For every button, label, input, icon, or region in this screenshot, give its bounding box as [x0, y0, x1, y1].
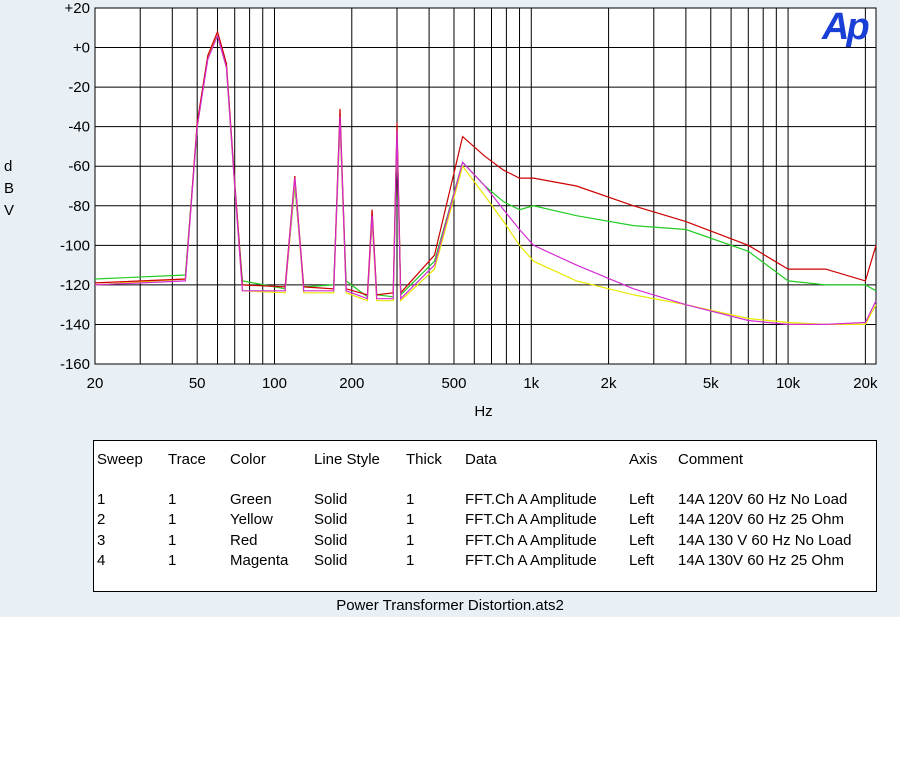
fft-chart: +20 +0 -20 -40 -60 -80 -100 -120 -140 -160 20 50 100… — [4, 0, 878, 420]
y-tick-label: -120 — [60, 277, 90, 294]
cell-sweep: 3 — [97, 532, 106, 549]
cell-color: Green — [230, 491, 272, 508]
x-tick-label: 5k — [703, 375, 719, 392]
header-axis: Axis — [629, 451, 658, 468]
header-data: Data — [465, 451, 497, 468]
x-axis-label: Hz — [474, 403, 492, 420]
x-tick-label: 200 — [339, 375, 364, 392]
header-color: Color — [230, 451, 266, 468]
cell-sweep: 2 — [97, 511, 106, 528]
cell-trace: 1 — [168, 552, 177, 569]
cell-line-style: Solid — [314, 511, 348, 528]
cell-axis: Left — [629, 511, 655, 528]
x-tick-label: 2k — [601, 375, 617, 392]
cell-color: Yellow — [230, 511, 273, 528]
legend-row[interactable]: 1 1 Green Solid 1 FFT.Ch A Amplitude Lef… — [94, 491, 876, 511]
cell-thick: 1 — [406, 552, 415, 569]
cell-trace: 1 — [168, 491, 177, 508]
cell-data: FFT.Ch A Amplitude — [465, 511, 597, 528]
x-tick-label: 100 — [262, 375, 287, 392]
cell-sweep: 4 — [97, 552, 106, 569]
cell-sweep: 1 — [97, 491, 106, 508]
cell-trace: 1 — [168, 532, 177, 549]
cell-data: FFT.Ch A Amplitude — [465, 491, 597, 508]
y-tick-label: -60 — [68, 158, 90, 175]
y-axis-label: d — [4, 158, 12, 175]
cell-line-style: Solid — [314, 491, 348, 508]
cell-axis: Left — [629, 552, 655, 569]
y-tick-label: +0 — [73, 40, 90, 57]
cell-thick: 1 — [406, 511, 415, 528]
y-tick-label: +20 — [65, 0, 90, 17]
cell-data: FFT.Ch A Amplitude — [465, 552, 597, 569]
series-line — [94, 33, 877, 325]
cell-data: FFT.Ch A Amplitude — [465, 532, 597, 549]
header-trace: Trace — [168, 451, 206, 468]
ap-logo: Ap — [822, 6, 870, 48]
legend-row[interactable]: 4 1 Magenta Solid 1 FFT.Ch A Amplitude L… — [94, 552, 876, 572]
header-line-style: Line Style — [314, 451, 380, 468]
header-thick: Thick — [406, 451, 442, 468]
legend-table: Sweep Trace Color Line Style Thick Data … — [93, 440, 877, 592]
x-tick-label: 500 — [441, 375, 466, 392]
y-tick-label: -140 — [60, 316, 90, 333]
cell-line-style: Solid — [314, 552, 348, 569]
cell-color: Magenta — [230, 552, 289, 569]
legend-header-row: Sweep Trace Color Line Style Thick Data … — [94, 451, 876, 471]
cell-thick: 1 — [406, 532, 415, 549]
y-axis-label: V — [4, 202, 14, 219]
cell-color: Red — [230, 532, 258, 549]
cell-comment: 14A 130V 60 Hz 25 Ohm — [678, 552, 844, 569]
cell-comment: 14A 120V 60 Hz 25 Ohm — [678, 511, 844, 528]
cell-axis: Left — [629, 491, 655, 508]
x-tick-label: 1k — [523, 375, 539, 392]
cell-comment: 14A 130 V 60 Hz No Load — [678, 532, 852, 549]
cell-trace: 1 — [168, 511, 177, 528]
cell-thick: 1 — [406, 491, 415, 508]
y-tick-label: -80 — [68, 198, 90, 215]
legend-row[interactable]: 2 1 Yellow Solid 1 FFT.Ch A Amplitude Le… — [94, 511, 876, 531]
file-name: Power Transformer Distortion.ats2 — [336, 597, 564, 614]
header-comment: Comment — [678, 451, 744, 468]
y-tick-label: -100 — [60, 237, 90, 254]
legend-row[interactable]: 3 1 Red Solid 1 FFT.Ch A Amplitude Left … — [94, 532, 876, 552]
y-tick-label: -40 — [68, 119, 90, 136]
y-tick-label: -160 — [60, 356, 90, 373]
y-axis-label: B — [4, 180, 14, 197]
x-tick-label: 20k — [853, 375, 878, 392]
x-tick-label: 20 — [87, 375, 104, 392]
y-tick-label: -20 — [68, 79, 90, 96]
x-tick-label: 10k — [776, 375, 801, 392]
cell-line-style: Solid — [314, 532, 348, 549]
cell-axis: Left — [629, 532, 655, 549]
header-sweep: Sweep — [97, 451, 143, 468]
plot-frame — [94, 7, 877, 365]
cell-comment: 14A 120V 60 Hz No Load — [678, 491, 848, 508]
x-tick-label: 50 — [189, 375, 206, 392]
